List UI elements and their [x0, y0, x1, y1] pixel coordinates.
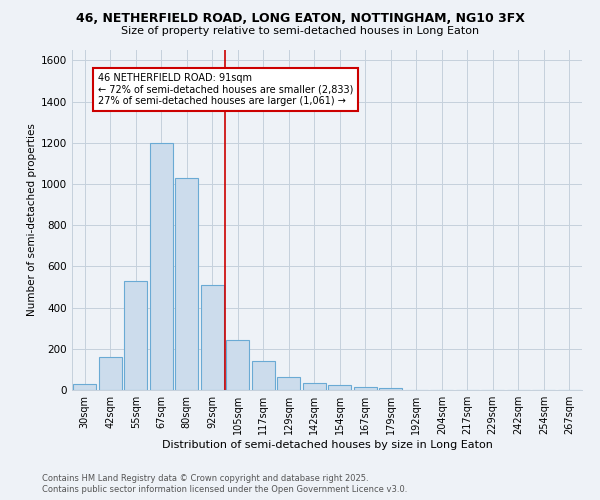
Bar — [303, 383, 326, 390]
Bar — [150, 142, 173, 390]
Bar — [252, 361, 275, 390]
Text: 46, NETHERFIELD ROAD, LONG EATON, NOTTINGHAM, NG10 3FX: 46, NETHERFIELD ROAD, LONG EATON, NOTTIN… — [76, 12, 524, 26]
Text: Size of property relative to semi-detached houses in Long Eaton: Size of property relative to semi-detach… — [121, 26, 479, 36]
Y-axis label: Number of semi-detached properties: Number of semi-detached properties — [27, 124, 37, 316]
Bar — [277, 376, 300, 390]
Bar — [328, 385, 351, 390]
Bar — [226, 340, 249, 390]
Bar — [379, 388, 402, 390]
Bar — [73, 384, 96, 390]
Bar — [124, 281, 147, 390]
Text: 46 NETHERFIELD ROAD: 91sqm
← 72% of semi-detached houses are smaller (2,833)
27%: 46 NETHERFIELD ROAD: 91sqm ← 72% of semi… — [97, 72, 353, 106]
Bar — [201, 285, 224, 390]
Text: Contains HM Land Registry data © Crown copyright and database right 2025.
Contai: Contains HM Land Registry data © Crown c… — [42, 474, 407, 494]
Bar — [354, 387, 377, 390]
X-axis label: Distribution of semi-detached houses by size in Long Eaton: Distribution of semi-detached houses by … — [161, 440, 493, 450]
Bar — [99, 357, 122, 390]
Bar — [175, 178, 198, 390]
